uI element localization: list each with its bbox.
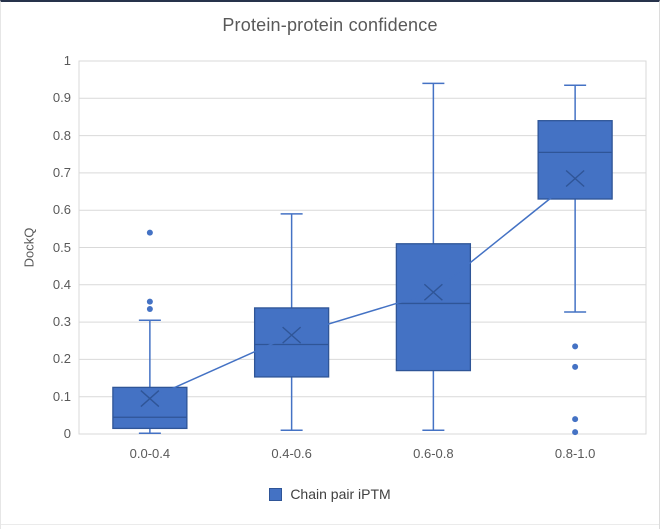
mean-connector-line [149, 177, 576, 400]
gridlines [78, 60, 647, 435]
y-tick-label: 0.4 [52, 276, 71, 292]
y-tick-label: 0 [63, 426, 71, 441]
x-category-label: 0.4-0.6 [271, 446, 312, 461]
legend: Chain pair iPTM [1, 486, 659, 503]
iqr-box [395, 243, 472, 372]
y-tick-label: 0.6 [52, 202, 71, 218]
legend-swatch-icon [269, 488, 283, 501]
y-tick-label: 1 [63, 53, 71, 68]
iqr-box [112, 386, 188, 430]
box-group-0.8-1.0 [537, 84, 613, 313]
box-group-0.0-0.4 [112, 319, 188, 435]
chart-title: Protein-protein confidence [222, 15, 438, 35]
mean-x-stroke [140, 390, 160, 408]
x-category-label: 0.6-0.8 [413, 446, 454, 461]
mean-x-stroke [282, 326, 302, 344]
outlier-point [146, 306, 153, 313]
iqr-box [253, 307, 330, 378]
box-group-0.6-0.8 [395, 82, 472, 432]
x-category-label: 0.8-1.0 [554, 446, 596, 461]
mean-x-stroke [423, 283, 443, 301]
outlier-point [572, 416, 579, 423]
outlier-point [572, 343, 579, 350]
window-bottom-edge [1, 524, 659, 525]
mean-marker [423, 283, 443, 301]
y-tick-label: 0.2 [52, 351, 71, 367]
legend-label: Chain pair iPTM [290, 486, 391, 502]
y-tick-label: 0.7 [52, 164, 71, 180]
outlier-point [146, 229, 153, 236]
outlier-point [146, 298, 153, 305]
outlier-point [572, 363, 579, 370]
y-tick-label: 0.5 [52, 239, 71, 255]
x-category-label: 0.0-0.4 [129, 446, 171, 461]
plot-area-border [78, 60, 647, 435]
iqr-box [537, 120, 613, 200]
mean-x-stroke [565, 169, 585, 188]
mean-marker [565, 169, 585, 188]
outlier-point [572, 429, 579, 436]
y-tick-label: 0.1 [52, 388, 71, 404]
box-group-0.4-0.6 [253, 213, 330, 432]
y-tick-label: 0.3 [52, 314, 71, 330]
y-tick-label: 0.9 [52, 90, 71, 106]
y-tick-label: 0.8 [52, 127, 71, 143]
mean-marker [140, 390, 160, 408]
mean-marker [282, 326, 302, 344]
